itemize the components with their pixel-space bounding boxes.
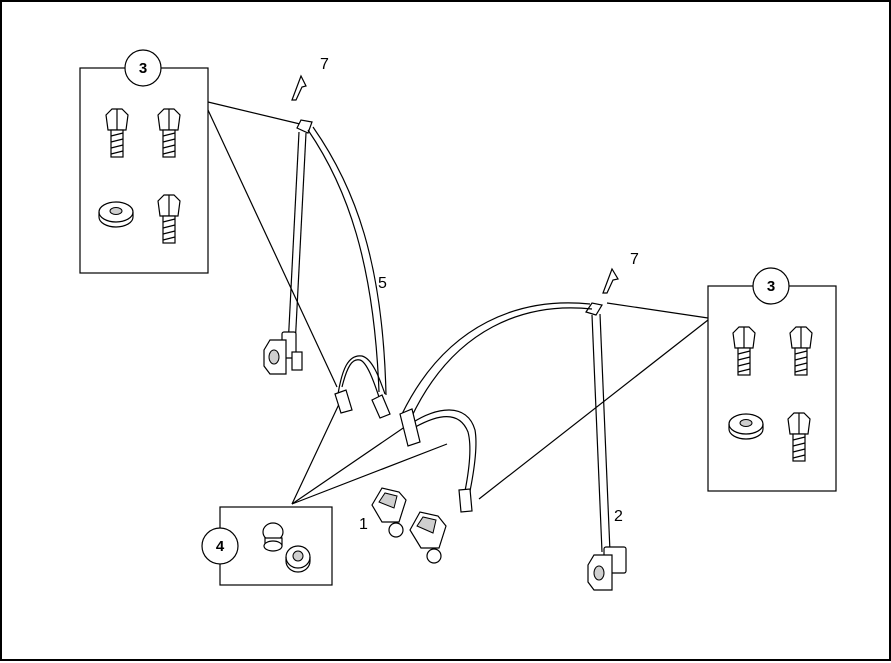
lower-anchor-left	[334, 389, 353, 414]
hardware-kit-left-frame	[79, 67, 209, 274]
callout-circle-left	[124, 49, 162, 87]
leader-lines	[207, 101, 709, 505]
callout-circle-right	[752, 267, 790, 305]
right-seat-belt-assembly	[399, 267, 627, 591]
washer-icon	[728, 413, 764, 440]
hardware-kit-right: 3	[707, 267, 837, 492]
washer-icon	[98, 201, 134, 228]
label-trim-cover-right: 7	[630, 251, 639, 268]
retractor-icon	[263, 331, 303, 375]
left-seat-belt-assembly	[263, 74, 391, 419]
buckle-assembly	[371, 487, 447, 564]
lower-anchor-right	[458, 488, 473, 513]
anchor-kit: 4	[201, 506, 333, 586]
callout-number-left: 3	[139, 60, 147, 77]
buckle-icon	[409, 511, 447, 564]
buckle-icon	[371, 487, 407, 538]
trim-cover-icon	[602, 267, 619, 294]
callout-number-anchor: 4	[216, 538, 225, 555]
bolt-icon	[789, 326, 813, 376]
trim-cover-icon	[291, 74, 307, 101]
bolt-icon	[157, 108, 181, 158]
upper-anchor-right	[585, 302, 603, 316]
label-right-belt: 2	[614, 508, 623, 525]
label-buckles: 1	[359, 516, 368, 533]
bolt-icon	[787, 412, 811, 462]
retractor-icon	[587, 546, 627, 591]
bolt-icon	[157, 194, 181, 244]
upper-anchor-left	[296, 119, 313, 134]
belt-tongue-left	[371, 394, 391, 419]
bolt-icon	[732, 326, 756, 376]
belt-tongue-right	[399, 408, 421, 447]
label-left-belt: 5	[378, 275, 387, 292]
spacer-icon	[285, 545, 311, 573]
label-trim-cover-left: 7	[320, 56, 329, 73]
stud-icon	[262, 522, 284, 552]
callout-circle-anchor	[201, 527, 239, 565]
hardware-kit-right-frame	[707, 285, 837, 492]
hardware-kit-left: 3	[79, 49, 209, 274]
callout-number-right: 3	[767, 278, 775, 295]
bolt-icon	[105, 108, 129, 158]
